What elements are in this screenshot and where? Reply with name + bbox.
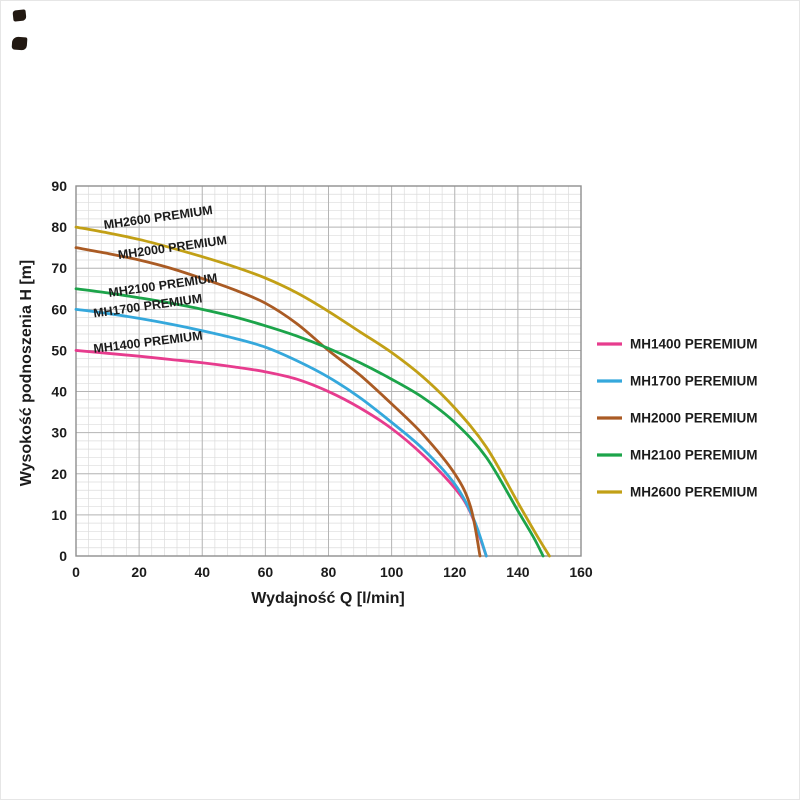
y-axis-tick-labels: 0 10 20 30 40 50 60 70 80 90: [51, 178, 67, 564]
y-tick-label: 50: [51, 342, 67, 358]
x-tick-label: 80: [321, 564, 337, 580]
legend-label: MH1400 PEREMIUM: [630, 337, 758, 352]
curve-mh2100: [74, 287, 545, 558]
legend-item: MH2000 PEREMIUM: [597, 411, 758, 426]
legend: MH1400 PEREMIUM MH1700 PEREMIUM MH2000 PER…: [597, 337, 758, 500]
y-tick-label: 20: [51, 466, 67, 482]
x-tick-label: 100: [380, 564, 404, 580]
y-axis-title: Wysokość podnoszenia H [m]: [18, 260, 35, 486]
x-tick-label: 60: [258, 564, 274, 580]
y-tick-label: 40: [51, 384, 67, 400]
curve-mh1400: [74, 349, 488, 558]
x-tick-label: 40: [194, 564, 210, 580]
y-tick-label: 10: [51, 507, 67, 523]
x-axis-tick-labels: 0 20 40 60 80 100 120 140 160: [72, 564, 593, 580]
curve-mh1700: [74, 307, 488, 558]
plot-border: [75, 185, 582, 557]
legend-item: MH1700 PEREMIUM: [597, 374, 758, 389]
curve-mh2000: [74, 246, 482, 558]
legend-label: MH1700 PEREMIUM: [630, 374, 758, 389]
legend-label: MH2000 PEREMIUM: [630, 411, 758, 426]
curve-label: MH1400 PREMIUM: [93, 329, 204, 356]
legend-label: MH2600 PEREMIUM: [630, 485, 758, 500]
legend-label: MH2100 PEREMIUM: [630, 448, 758, 463]
x-tick-label: 140: [506, 564, 530, 580]
y-tick-label: 60: [51, 301, 67, 317]
y-tick-label: 70: [51, 260, 67, 276]
curve-label: MH2600 PREMIUM: [103, 203, 214, 232]
x-tick-label: 160: [569, 564, 593, 580]
scan-artifact-bottom: [11, 36, 28, 51]
legend-item: MH1400 PEREMIUM: [597, 337, 758, 352]
series-curves: [74, 225, 551, 558]
x-axis-title: Wydajność Q [l/min]: [251, 590, 405, 607]
y-tick-label: 90: [51, 178, 67, 194]
legend-item: MH2100 PEREMIUM: [597, 448, 758, 463]
x-tick-label: 120: [443, 564, 467, 580]
y-tick-label: 80: [51, 219, 67, 235]
y-tick-label: 0: [59, 548, 67, 564]
scan-artifact-top: [12, 9, 27, 22]
pump-performance-chart: 0 20 40 60 80 100 120 140 160 0 10 20 30 40 50 60 70 80 9…: [18, 178, 758, 607]
x-tick-label: 20: [131, 564, 147, 580]
legend-item: MH2600 PEREMIUM: [597, 485, 758, 500]
curve-mh2600: [74, 225, 551, 558]
y-tick-label: 30: [51, 425, 67, 441]
x-tick-label: 0: [72, 564, 80, 580]
